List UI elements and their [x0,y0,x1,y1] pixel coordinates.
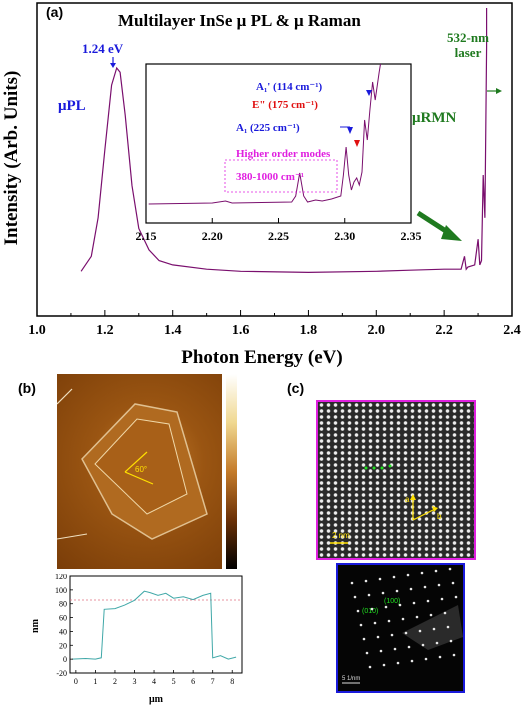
x-tick-label: 1.2 [96,323,114,338]
hrtem-scale-label: 2 nm [332,531,350,540]
panel-c-label: (c) [287,380,305,396]
e-arrow-icon [354,140,360,147]
inset-x-tick-label: 2.25 [268,229,289,243]
inset-x-tick-label: 2.30 [334,229,355,243]
profile-x-tick-label: 0 [74,677,78,686]
a1p-label: A₁' (114 cm⁻¹) [256,81,323,93]
profile-y-tick-label: -20 [56,669,67,678]
inset-x-tick-label: 2.15 [136,229,157,243]
inset-x-ticks: 2.15 2.20 2.25 2.30 2.35 [136,218,422,243]
afm-image: 60° [57,374,222,569]
height-profile-chart: -20 0 20 40 60 80 100 120 0 1 2 3 4 5 6 7 8 nm μm [30,574,243,705]
pl-label: μPL [58,98,86,114]
x-tick-label: 1.8 [300,323,318,338]
profile-x-tick-label: 6 [191,677,195,686]
inset-x-tick-label: 2.20 [202,229,223,243]
peak-label: 1.24 eV [82,41,124,56]
peak-arrow-icon [110,63,116,68]
hrtem-image: a b 2 nm [316,400,476,560]
x-ticks: 1.0 1.2 1.4 1.6 1.8 2.0 2.2 2.4 [28,310,521,338]
x-tick-label: 2.2 [435,323,453,338]
x-axis-label: Photon Energy (eV) [181,347,342,368]
axis-b-label: b [437,512,442,521]
x-tick-label: 1.6 [232,323,250,338]
profile-y-tick-label: 40 [59,627,67,636]
profile-x-tick-label: 5 [172,677,176,686]
laser-label-2: laser [455,45,482,60]
laser-arrow-icon [496,88,502,94]
x-tick-label: 2.4 [503,323,521,338]
axis-a-label: a [405,495,410,504]
laser-label-1: 532-nm [447,30,489,45]
afm-colorbar [226,374,237,569]
profile-x-ticks: 0 1 2 3 4 5 6 7 8 [74,670,234,686]
pl-raman-curve [80,8,488,274]
profile-x-tick-label: 4 [152,677,156,686]
profile-x-tick-label: 7 [211,677,215,686]
profile-x-tick-label: 1 [93,677,97,686]
saed-image: (010) (100) 5 1/nm [336,563,465,693]
x-tick-label: 1.0 [28,323,46,338]
profile-y-tick-label: 100 [55,586,67,595]
profile-x-tick-label: 3 [133,677,137,686]
a1-arrow-icon [347,127,353,134]
a1-label: A₁ (225 cm⁻¹) [236,122,300,134]
x-tick-label: 2.0 [368,323,386,338]
e-label: E" (175 cm⁻¹) [252,99,318,111]
inset-pointer-arrow-icon [441,225,462,241]
profile-x-tick-label: 8 [230,677,234,686]
inset-raman-curve [148,63,381,205]
a1p-arrow-icon [366,90,372,96]
higher-order-box [224,159,338,193]
profile-y-tick-label: 80 [59,600,67,609]
angle-label: 60° [135,465,147,474]
profile-y-tick-label: 120 [55,574,67,581]
profile-ylabel: nm [30,618,41,633]
profile-xlabel: μm [149,694,164,705]
inset-x-tick-label: 2.35 [401,229,422,243]
spot-100-label: (100) [384,598,400,605]
panel-a-chart: 1.0 1.2 1.4 1.6 1.8 2.0 2.2 2.4 Multilayer InSe… [1,2,521,368]
x-tick-label: 1.4 [164,323,182,338]
profile-y-tick-label: 60 [59,614,67,623]
profile-y-tick-label: 0 [63,655,67,664]
profile-x-tick-label: 2 [113,677,117,686]
panel-a-label: (a) [46,4,64,20]
profile-curve [71,590,237,660]
saed-scale-label: 5 1/nm [342,676,360,682]
spot-010-label: (010) [362,608,378,615]
ho-range: 380-1000 cm⁻¹ [236,171,304,183]
y-axis-label: Intensity (Arb. Units) [1,71,22,246]
panel-b-label: (b) [18,380,36,396]
profile-y-ticks: -20 0 20 40 60 80 100 120 [55,574,73,678]
panel-a-title: Multilayer InSe μ PL & μ Raman [118,11,361,30]
rmn-label: μRMN [412,110,456,126]
profile-y-tick-label: 20 [59,641,67,650]
ho-title: Higher order modes [236,148,331,160]
